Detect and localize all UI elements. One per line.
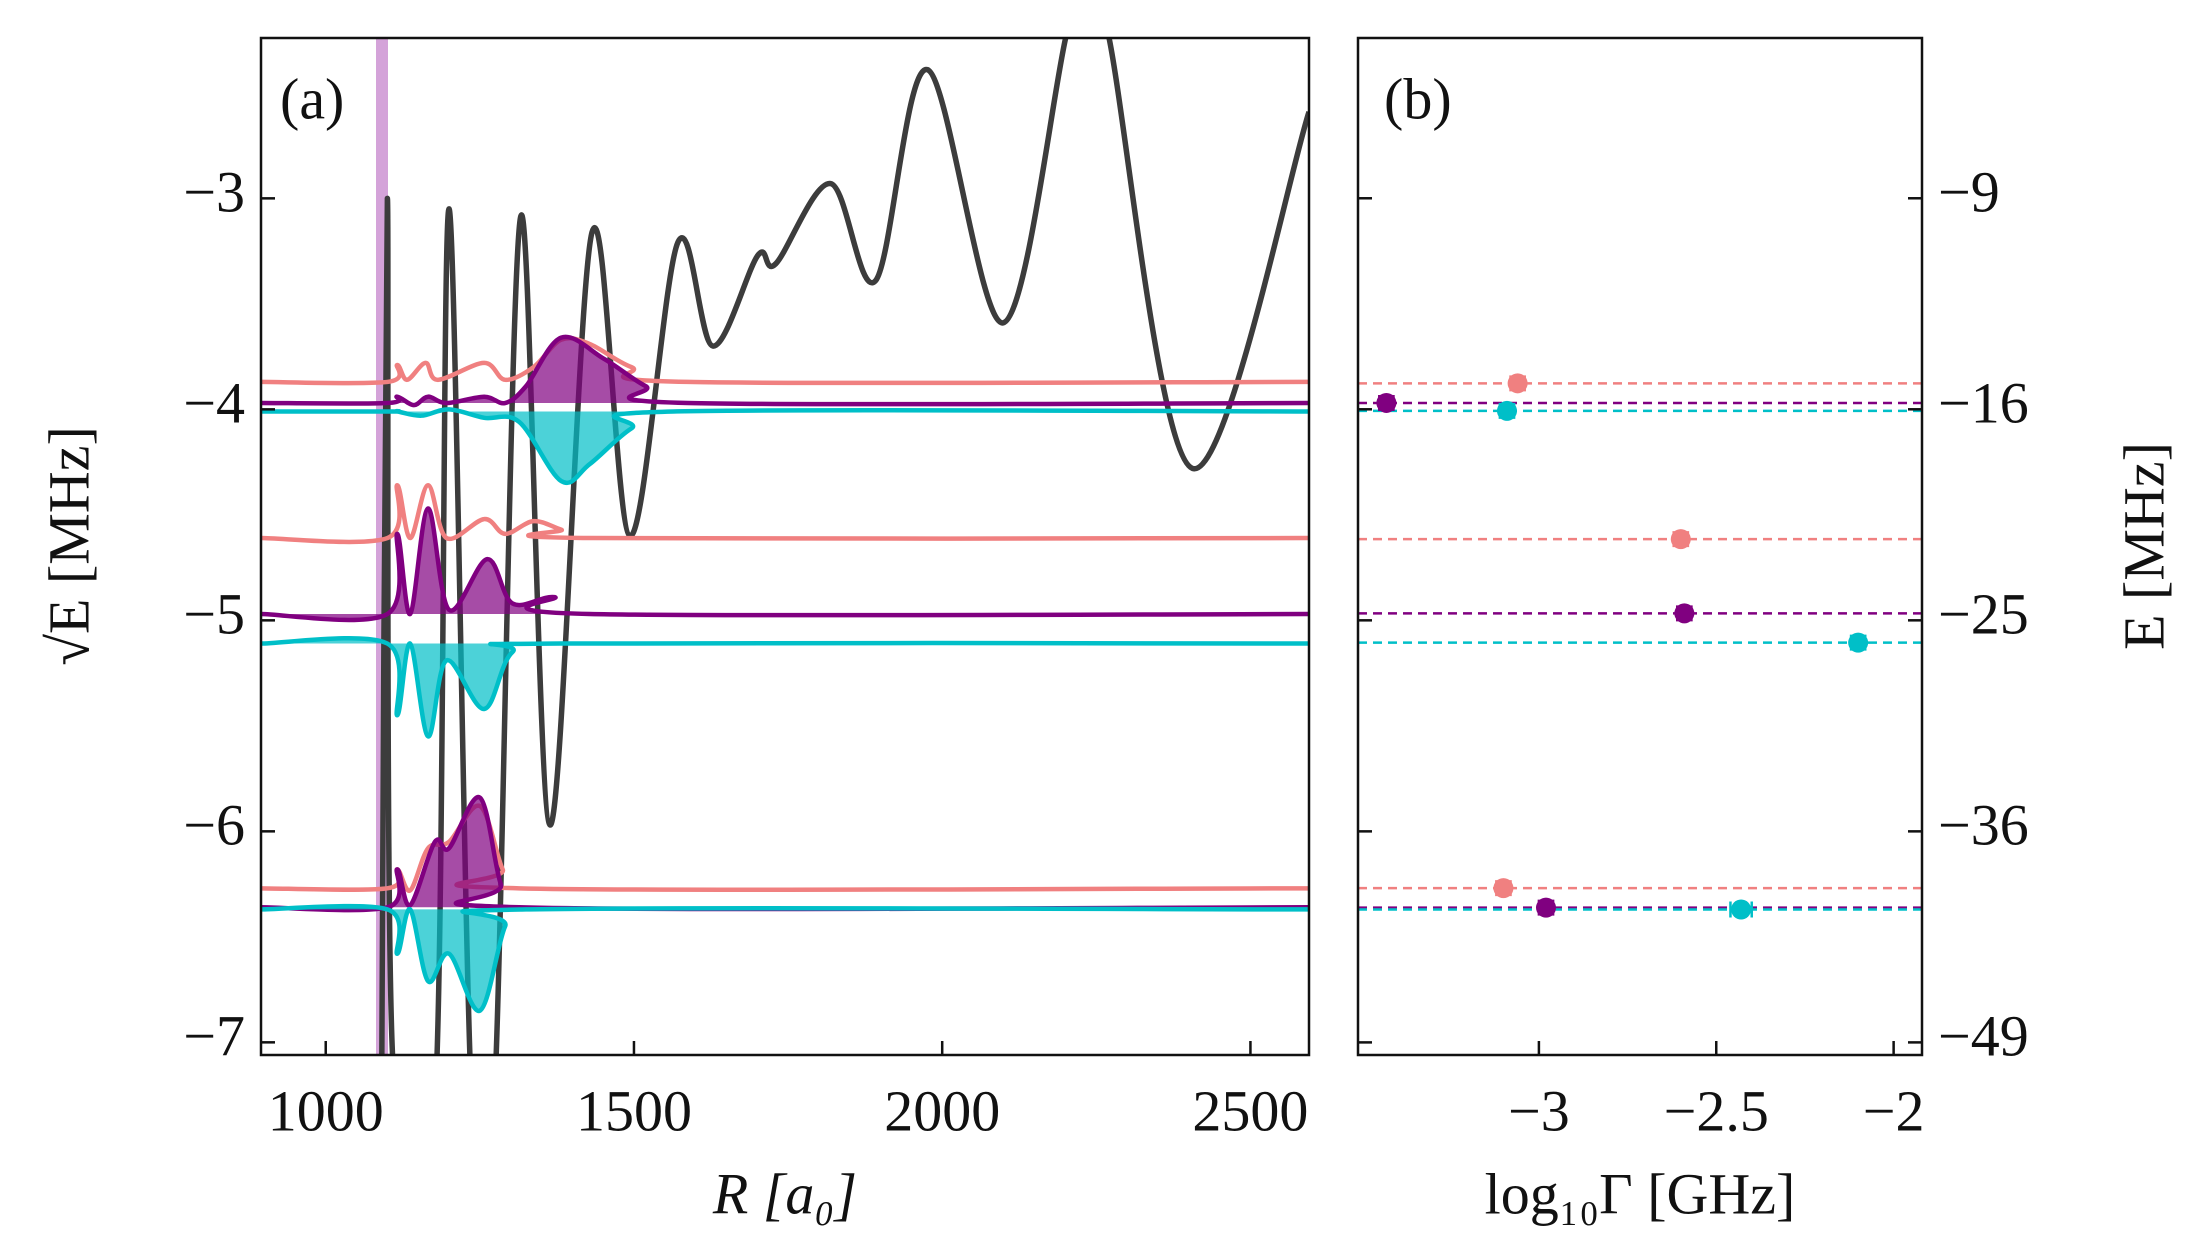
plot-a (261, 38, 1309, 1055)
panel-label: (a) (280, 66, 344, 131)
x-axis-label: R [a₀] (712, 1161, 857, 1226)
wavefunction-line (261, 795, 1309, 913)
wavefunction-line (261, 635, 1309, 739)
x-tick-label: 2000 (884, 1078, 1000, 1143)
x-tick-label: −2.5 (1664, 1078, 1769, 1143)
panel-label: (b) (1384, 66, 1452, 131)
frame-b (1356, 36, 1924, 1057)
y-tick-label: −5 (183, 582, 245, 647)
y-tick-label: −7 (183, 1004, 245, 1069)
wavefunction-line (261, 506, 1309, 623)
point (1376, 392, 1397, 413)
y2-tick-label: −9 (1938, 160, 2000, 225)
frame-a (259, 36, 1311, 1057)
wavefunction-fill (261, 906, 1309, 1011)
wavefunction-line (261, 407, 1309, 485)
point (1496, 400, 1517, 421)
y2-tick-label: −36 (1938, 793, 2029, 858)
x-tick-label: −3 (1508, 1078, 1570, 1143)
y-tick-label: −6 (183, 793, 245, 858)
point (1674, 603, 1695, 624)
wavefunction-line (261, 335, 1309, 386)
point (1493, 878, 1514, 899)
point (1731, 899, 1752, 920)
x-tick-label: 2500 (1192, 1078, 1308, 1143)
y-tick-label: −3 (183, 160, 245, 225)
x-axis-label: log₁₀Γ [GHz] (1485, 1161, 1796, 1226)
wavefunction-line (261, 903, 1309, 1013)
wavefunction-line (261, 483, 1309, 545)
wavefunction-fill (261, 797, 1309, 911)
x-tick-label: 1000 (268, 1078, 384, 1143)
axes: (a) (b) R [a₀] log₁₀Γ [GHz] √E [MHz] E [… (36, 36, 2176, 1226)
wavefunction-line (261, 334, 1309, 408)
wavefunction-fill (261, 409, 1309, 483)
point (1507, 373, 1528, 394)
y2-tick-label: −49 (1938, 1004, 2029, 1069)
point (1848, 632, 1869, 653)
x-tick-label: 1500 (576, 1078, 692, 1143)
y2-axis-label: E [MHz] (2111, 442, 2176, 650)
wavefunction-fill (261, 638, 1309, 737)
y2-tick-label: −25 (1938, 582, 2029, 647)
y-tick-label: −4 (183, 371, 245, 436)
plot-b (1358, 373, 1922, 920)
y-axis-label: √E [MHz] (36, 426, 101, 666)
x-tick-label: −2 (1863, 1078, 1925, 1143)
wavefunction-line (261, 803, 1309, 893)
point (1670, 529, 1691, 550)
y2-tick-label: −16 (1938, 371, 2029, 436)
point (1536, 897, 1556, 918)
